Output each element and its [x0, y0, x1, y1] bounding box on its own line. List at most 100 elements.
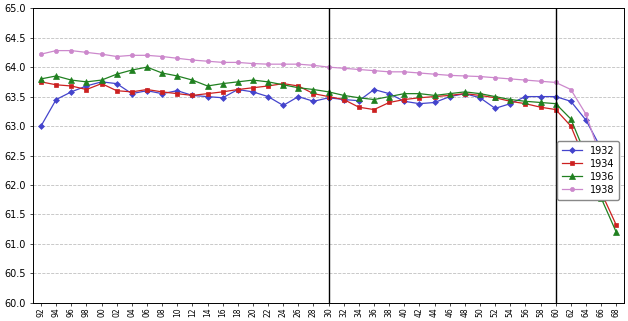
Line: 1932: 1932 [39, 80, 619, 178]
1936 [249, 78, 257, 82]
1934 [491, 96, 499, 100]
1936 [203, 84, 211, 88]
1938 [279, 62, 287, 66]
1936 [83, 80, 90, 84]
1938 [234, 60, 242, 64]
1936 [37, 77, 45, 81]
1932 [567, 100, 575, 103]
1934 [158, 90, 166, 94]
1934 [476, 93, 484, 97]
1934 [597, 190, 605, 194]
1932 [295, 95, 302, 99]
1932 [310, 100, 317, 103]
1938 [537, 79, 544, 83]
Line: 1934: 1934 [39, 80, 619, 227]
1936 [143, 65, 151, 69]
1934 [507, 100, 514, 103]
1932 [83, 84, 90, 88]
1932 [37, 124, 45, 128]
1934 [386, 100, 393, 104]
1932 [522, 95, 529, 99]
1932 [143, 89, 151, 93]
1938 [597, 157, 605, 160]
1936 [446, 92, 453, 96]
1932 [355, 99, 363, 103]
1938 [37, 52, 45, 56]
1936 [67, 78, 75, 82]
1934 [37, 80, 45, 84]
1938 [264, 62, 272, 66]
1932 [507, 102, 514, 106]
1934 [234, 88, 242, 91]
1938 [340, 66, 347, 70]
1932 [325, 96, 332, 100]
1938 [582, 112, 590, 116]
1934 [67, 84, 75, 88]
Line: 1936: 1936 [38, 64, 619, 235]
1932 [128, 92, 136, 96]
1932 [431, 100, 438, 104]
1936 [386, 95, 393, 99]
1934 [143, 88, 151, 91]
1938 [83, 50, 90, 54]
1936 [98, 78, 106, 82]
1932 [371, 88, 378, 91]
1934 [461, 92, 468, 96]
1938 [325, 65, 332, 69]
1938 [52, 49, 60, 53]
1936 [279, 83, 287, 87]
1938 [173, 56, 181, 60]
1936 [264, 80, 272, 84]
1934 [567, 124, 575, 128]
1938 [219, 60, 227, 64]
1934 [279, 82, 287, 86]
1938 [98, 52, 106, 56]
1934 [203, 92, 211, 96]
1934 [98, 82, 106, 86]
1934 [537, 105, 544, 109]
1932 [52, 98, 60, 101]
1934 [582, 161, 590, 165]
1934 [340, 98, 347, 101]
1938 [143, 53, 151, 57]
1938 [249, 62, 257, 65]
1934 [446, 93, 453, 97]
1932 [173, 89, 181, 93]
1938 [113, 55, 121, 58]
1936 [219, 82, 227, 86]
1936 [522, 100, 529, 103]
1934 [188, 93, 196, 97]
1938 [188, 58, 196, 62]
1932 [203, 95, 211, 99]
1932 [188, 93, 196, 97]
1936 [310, 88, 317, 91]
1932 [597, 147, 605, 151]
1934 [113, 89, 121, 93]
1934 [83, 88, 90, 91]
1934 [552, 108, 560, 111]
1936 [597, 196, 605, 200]
1932 [279, 103, 287, 107]
1932 [158, 92, 166, 96]
1936 [401, 92, 408, 96]
1932 [401, 100, 408, 103]
1934 [219, 90, 227, 94]
1936 [567, 117, 575, 121]
1932 [552, 95, 560, 99]
1938 [522, 78, 529, 82]
1932 [249, 90, 257, 94]
1932 [612, 174, 620, 178]
1936 [355, 96, 363, 100]
1936 [612, 230, 620, 234]
1934 [325, 95, 332, 99]
1936 [52, 74, 60, 78]
1934 [401, 98, 408, 101]
1938 [355, 67, 363, 71]
1932 [340, 98, 347, 101]
1936 [491, 95, 499, 99]
1932 [264, 95, 272, 99]
1938 [612, 194, 620, 197]
1934 [249, 86, 257, 90]
1938 [446, 74, 453, 77]
1934 [128, 90, 136, 94]
